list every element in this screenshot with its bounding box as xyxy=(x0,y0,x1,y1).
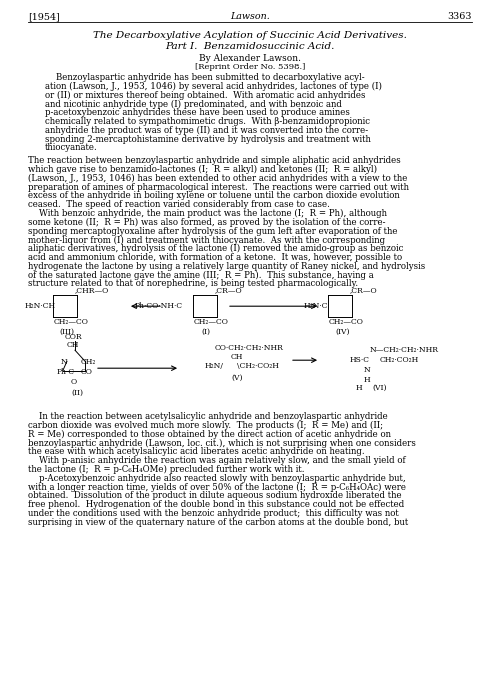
Text: Ph·C: Ph·C xyxy=(57,368,75,377)
Text: carbon dioxide was evolved much more slowly.  The products (I;  R = Me) and (II;: carbon dioxide was evolved much more slo… xyxy=(28,421,383,430)
Text: of the saturated lactone gave the amine (III;  R = Ph).  This substance, having : of the saturated lactone gave the amine … xyxy=(28,271,374,280)
Text: 3363: 3363 xyxy=(448,12,472,21)
Text: or (II) or mixtures thereof being obtained.  With aromatic acid anhydrides: or (II) or mixtures thereof being obtain… xyxy=(45,90,366,100)
Text: sponding mercaptoglyoxaline after hydrolysis of the gum left after evaporation o: sponding mercaptoglyoxaline after hydrol… xyxy=(28,227,398,236)
Text: R = Me) corresponded to those obtained by the direct action of acetic anhydride : R = Me) corresponded to those obtained b… xyxy=(28,430,391,439)
Text: The reaction between benzoylaspartic anhydride and simple aliphatic acid anhydri: The reaction between benzoylaspartic anh… xyxy=(28,156,401,165)
Text: (II): (II) xyxy=(71,389,83,397)
Text: chemically related to sympathomimetic drugs.  With β-benzamidopropionic: chemically related to sympathomimetic dr… xyxy=(45,117,370,126)
Text: H₂N/: H₂N/ xyxy=(205,362,224,370)
Text: benzoylaspartic anhydride (Lawson, loc. cit.), which is not surprising when one : benzoylaspartic anhydride (Lawson, loc. … xyxy=(28,438,416,448)
Text: aliphatic derivatives, hydrolysis of the lactone (I) removed the amido-group as : aliphatic derivatives, hydrolysis of the… xyxy=(28,244,404,253)
Text: CH: CH xyxy=(67,341,79,349)
Text: HS·C: HS·C xyxy=(350,356,370,364)
Text: The Decarboxylative Acylation of Succinic Acid Derivatives.: The Decarboxylative Acylation of Succini… xyxy=(93,31,407,40)
Text: ,CHR—O: ,CHR—O xyxy=(75,286,109,294)
Text: p-Acetoxybenzoic anhydride also reacted slowly with benzoylaspartic anhydride bu: p-Acetoxybenzoic anhydride also reacted … xyxy=(28,474,406,483)
Text: CH₂: CH₂ xyxy=(81,358,96,366)
Text: the ease with which acetylsalicylic acid liberates acetic anhydride on heating.: the ease with which acetylsalicylic acid… xyxy=(28,448,364,457)
Text: Part I.  Benzamidosuccinic Acid.: Part I. Benzamidosuccinic Acid. xyxy=(166,42,334,51)
Text: mother-liquor from (I) and treatment with thiocyanate.  As with the correspondin: mother-liquor from (I) and treatment wit… xyxy=(28,235,385,244)
Text: CO: CO xyxy=(81,368,93,377)
Text: [Reprint Order No. 5398.]: [Reprint Order No. 5398.] xyxy=(195,63,305,71)
Text: [1954]: [1954] xyxy=(28,12,60,21)
Text: In the reaction between acetylsalicylic anhydride and benzoylaspartic anhydride: In the reaction between acetylsalicylic … xyxy=(28,412,388,421)
Text: H: H xyxy=(364,377,370,384)
Text: anhydride the product was of type (II) and it was converted into the corre-: anhydride the product was of type (II) a… xyxy=(45,126,368,135)
Text: sponding 2-mercaptohistamine derivative by hydrolysis and treatment with: sponding 2-mercaptohistamine derivative … xyxy=(45,134,371,143)
Text: ceased.  The speed of reaction varied considerably from case to case.: ceased. The speed of reaction varied con… xyxy=(28,200,330,209)
Text: ,CR—O: ,CR—O xyxy=(215,286,242,294)
Text: CH₂·CO₂H: CH₂·CO₂H xyxy=(380,356,419,364)
Text: with a longer reaction time, yields of over 50% of the lactone (I;  R = p-C₆H₄OA: with a longer reaction time, yields of o… xyxy=(28,482,406,492)
Text: CH₂—CO: CH₂—CO xyxy=(54,318,89,326)
Text: obtained.  Dissolution of the product in dilute aqueous sodium hydroxide liberat: obtained. Dissolution of the product in … xyxy=(28,491,402,500)
Text: (Lawson, J., 1953, 1046) has been extended to other acid anhydrides with a view : (Lawson, J., 1953, 1046) has been extend… xyxy=(28,174,407,183)
Text: (III): (III) xyxy=(59,329,74,336)
Text: With p-anisic anhydride the reaction was again relatively slow, and the small yi: With p-anisic anhydride the reaction was… xyxy=(28,456,406,465)
Text: p-acetoxybenzoic anhydrides these have been used to produce amines: p-acetoxybenzoic anhydrides these have b… xyxy=(45,108,350,117)
Text: H₂N·CH: H₂N·CH xyxy=(25,302,56,310)
Text: free phenol.  Hydrogenation of the double bond in this substance could not be ef: free phenol. Hydrogenation of the double… xyxy=(28,500,404,509)
Text: CO·CH₂·CH₂·NHR: CO·CH₂·CH₂·NHR xyxy=(215,345,284,352)
Text: some ketone (II;  R = Ph) was also formed, as proved by the isolation of the cor: some ketone (II; R = Ph) was also formed… xyxy=(28,218,386,227)
Text: CH: CH xyxy=(231,353,243,361)
Text: By Alexander Lawson.: By Alexander Lawson. xyxy=(199,54,301,63)
Text: Ph·CO·NH·C: Ph·CO·NH·C xyxy=(135,302,183,310)
Text: (IV): (IV) xyxy=(335,329,349,336)
Text: the lactone (I;  R = p-C₆H₄OMe) precluded further work with it.: the lactone (I; R = p-C₆H₄OMe) precluded… xyxy=(28,465,304,474)
Text: hydrogenate the lactone by using a relatively large quantity of Raney nickel, an: hydrogenate the lactone by using a relat… xyxy=(28,262,425,271)
Text: ation (Lawson, J., 1953, 1046) by several acid anhydrides, lactones of type (I): ation (Lawson, J., 1953, 1046) by severa… xyxy=(45,82,382,91)
Text: preparation of amines of pharmacological interest.  The reactions were carried o: preparation of amines of pharmacological… xyxy=(28,182,409,191)
Text: With benzoic anhydride, the main product was the lactone (I;  R = Ph), although: With benzoic anhydride, the main product… xyxy=(28,209,387,218)
Text: ,CR—O: ,CR—O xyxy=(350,286,378,294)
Text: H₂N·C: H₂N·C xyxy=(304,302,328,310)
Text: CH₂—CO: CH₂—CO xyxy=(329,318,364,326)
Text: (VI): (VI) xyxy=(372,384,386,393)
Text: Benzoylaspartic anhydride has been submitted to decarboxylative acyl-: Benzoylaspartic anhydride has been submi… xyxy=(45,73,364,82)
Text: (V): (V) xyxy=(231,374,242,382)
Text: which gave rise to benzamido-lactones (I;  R = alkyl) and ketones (II;  R = alky: which gave rise to benzamido-lactones (I… xyxy=(28,165,377,174)
Text: and nicotinic anhydride type (I) predominated, and with benzoic and: and nicotinic anhydride type (I) predomi… xyxy=(45,100,342,109)
Text: (I): (I) xyxy=(201,329,210,336)
Text: N: N xyxy=(364,366,371,374)
Text: N: N xyxy=(61,358,68,366)
Text: N—CH₂·CH₂·NHR: N—CH₂·CH₂·NHR xyxy=(370,346,439,354)
Text: excess of the anhydride in boiling xylene or toluene until the carbon dioxide ev: excess of the anhydride in boiling xylen… xyxy=(28,191,400,200)
Text: COR: COR xyxy=(64,333,82,341)
Text: H: H xyxy=(356,384,362,393)
Text: O: O xyxy=(71,378,77,386)
Text: surprising in view of the quaternary nature of the carbon atoms at the double bo: surprising in view of the quaternary nat… xyxy=(28,518,408,527)
Text: under the conditions used with the benzoic anhydride product;  this difficulty w: under the conditions used with the benzo… xyxy=(28,509,399,518)
Text: acid and ammonium chloride, with formation of a ketone.  It was, however, possib: acid and ammonium chloride, with formati… xyxy=(28,253,402,262)
Text: Lawson.: Lawson. xyxy=(230,12,270,21)
Text: thiocyanate.: thiocyanate. xyxy=(45,143,98,152)
Text: \CH₂·CO₂H: \CH₂·CO₂H xyxy=(237,362,279,370)
Text: CH₂—CO: CH₂—CO xyxy=(194,318,229,326)
Text: structure related to that of norephedrine, is being tested pharmacologically.: structure related to that of norephedrin… xyxy=(28,279,358,288)
